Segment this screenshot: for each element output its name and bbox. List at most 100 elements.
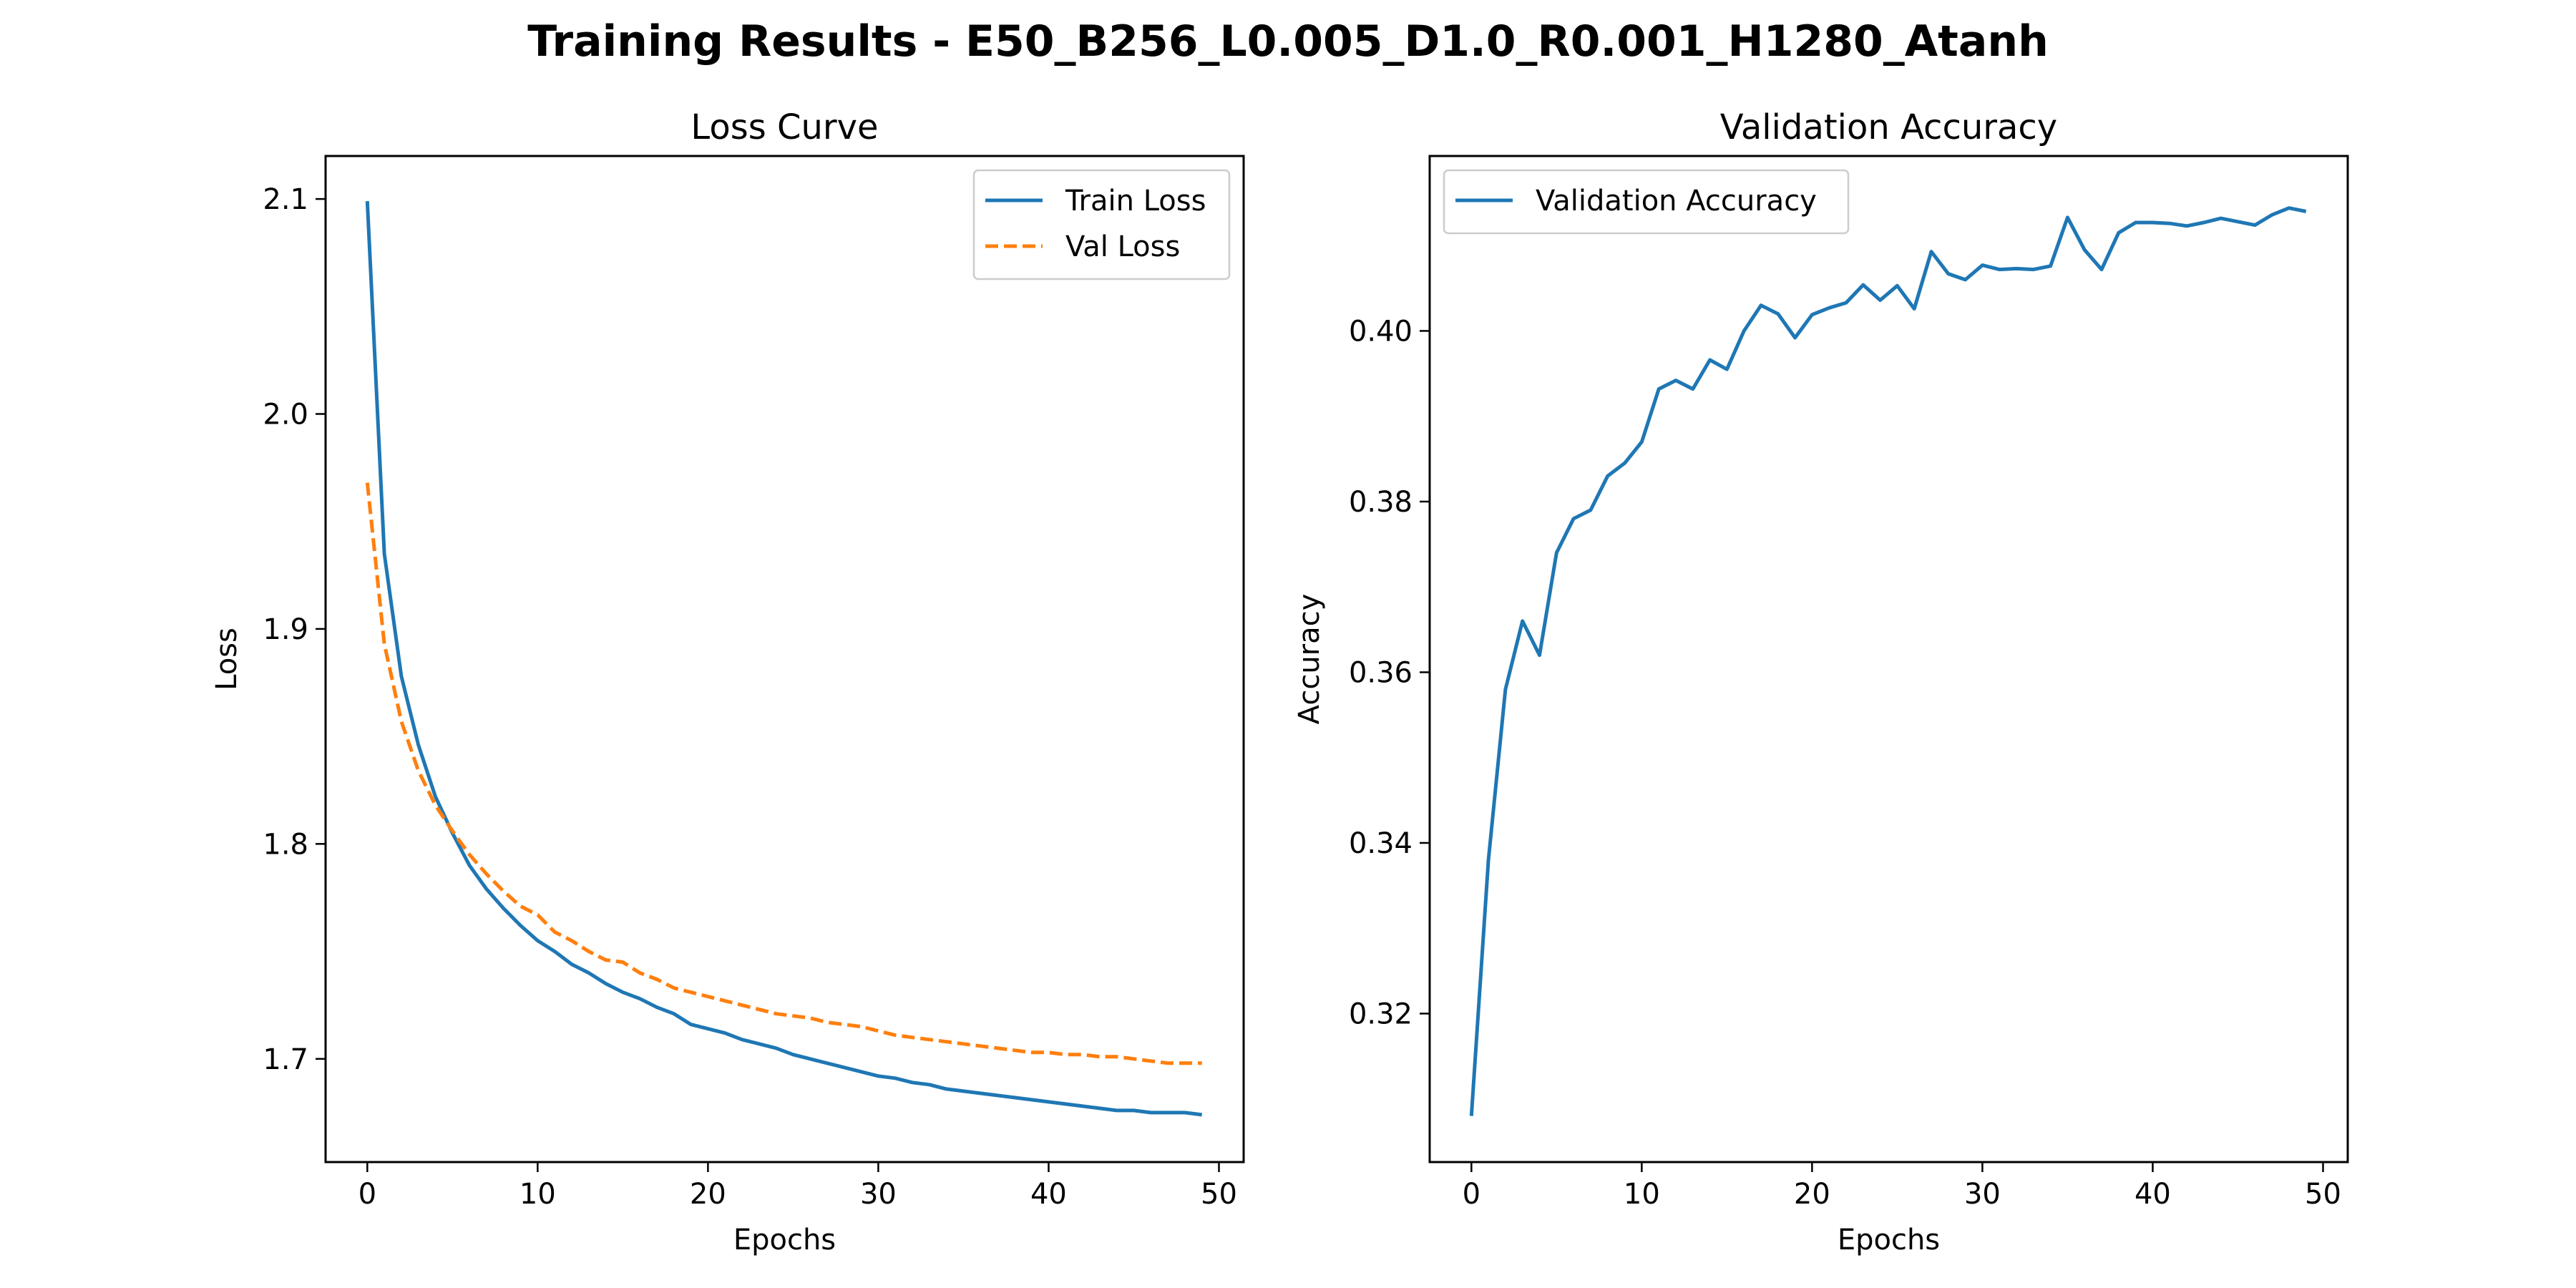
data-point-validation-accuracy [1657, 387, 1661, 391]
series-line-val-loss [365, 482, 1202, 1065]
data-point-train-loss [706, 1027, 710, 1030]
data-point-validation-accuracy [2185, 224, 2189, 228]
data-point-validation-accuracy [1861, 283, 1865, 287]
data-point-train-loss [587, 971, 590, 975]
data-point-train-loss [553, 950, 557, 953]
x-tick-label: 20 [690, 1178, 726, 1211]
data-point-val-loss [791, 1014, 795, 1018]
data-point-train-loss [502, 907, 505, 910]
legend: Train Loss Val Loss [972, 169, 1231, 280]
data-point-validation-accuracy [2287, 206, 2290, 210]
data-point-val-loss [587, 950, 590, 953]
data-point-train-loss [1098, 1106, 1101, 1110]
data-point-train-loss [996, 1093, 1000, 1097]
data-point-validation-accuracy [2083, 248, 2087, 252]
data-point-train-loss [621, 990, 625, 994]
data-point-train-loss [774, 1046, 778, 1050]
x-tick-label: 20 [1794, 1178, 1830, 1211]
x-tick-label: 10 [519, 1178, 556, 1211]
data-point-validation-accuracy [2168, 222, 2172, 225]
data-point-validation-accuracy [2134, 221, 2137, 225]
y-tick-label: 1.8 [263, 828, 308, 861]
validation-accuracy-axes: 0 10 20 30 40 50 0.32 0.34 0.36 0.38 0.40 Validatio… [1293, 107, 2349, 1257]
data-point-validation-accuracy [1538, 653, 1541, 657]
data-point-val-loss [826, 1020, 829, 1024]
data-point-train-loss [468, 864, 472, 867]
data-point-train-loss [1013, 1096, 1016, 1099]
data-point-val-loss [1030, 1050, 1033, 1054]
data-point-val-loss [604, 958, 608, 962]
data-point-val-loss [1166, 1061, 1170, 1065]
data-point-train-loss [416, 743, 420, 747]
loss-curve-axes: 0 10 20 30 40 50 1.7 1.8 1.9 2.0 2.1 Loss Curve Epoc… [210, 107, 1245, 1257]
data-point-val-loss [723, 999, 727, 1002]
data-point-train-loss [1064, 1102, 1068, 1106]
series-line-validation-accuracy [1469, 206, 2307, 1116]
data-point-validation-accuracy [1776, 312, 1780, 316]
data-point-val-loss [468, 853, 472, 857]
data-point-validation-accuracy [2100, 268, 2104, 271]
chart-title: Validation Accuracy [1720, 107, 2057, 147]
data-point-val-loss [1064, 1053, 1068, 1056]
data-point-val-loss [451, 829, 454, 833]
data-point-train-loss [911, 1080, 914, 1084]
data-point-val-loss [809, 1016, 812, 1020]
data-point-validation-accuracy [1725, 368, 1729, 371]
data-point-val-loss [570, 939, 574, 942]
data-point-validation-accuracy [1503, 688, 1507, 691]
data-point-validation-accuracy [1828, 306, 1831, 310]
data-point-validation-accuracy [1896, 284, 1899, 288]
data-point-validation-accuracy [1810, 313, 1814, 316]
data-point-validation-accuracy [1640, 440, 1644, 444]
data-point-val-loss [1132, 1057, 1136, 1060]
data-point-val-loss [757, 1008, 761, 1011]
data-point-validation-accuracy [1521, 619, 1524, 623]
data-point-val-loss [502, 889, 505, 893]
x-tick-label: 50 [1201, 1178, 1237, 1211]
x-tick-label: 30 [860, 1178, 897, 1211]
data-point-train-loss [1183, 1111, 1186, 1114]
data-point-train-loss [1166, 1111, 1170, 1114]
data-point-validation-accuracy [1793, 336, 1797, 340]
data-point-train-loss [809, 1057, 812, 1060]
data-point-val-loss [1183, 1061, 1186, 1065]
data-point-train-loss [519, 924, 522, 927]
data-point-train-loss [366, 200, 369, 203]
y-tick-label: 0.38 [1349, 486, 1413, 519]
data-point-train-loss [434, 795, 437, 799]
data-point-val-loss [927, 1038, 931, 1041]
data-point-validation-accuracy [2219, 217, 2223, 220]
data-point-train-loss [741, 1038, 744, 1041]
legend-entry-validation-accuracy: Validation Accuracy [1536, 185, 1817, 218]
data-point-validation-accuracy [1487, 858, 1491, 862]
data-point-validation-accuracy [2202, 221, 2205, 225]
data-point-validation-accuracy [1913, 307, 1916, 311]
data-point-val-loss [553, 930, 557, 934]
x-axis-label: Epochs [1838, 1224, 1940, 1257]
data-point-val-loss [877, 1029, 880, 1033]
data-point-validation-accuracy [1691, 387, 1694, 391]
data-point-train-loss [1149, 1111, 1153, 1114]
data-point-val-loss [962, 1042, 965, 1045]
data-point-val-loss [1081, 1053, 1085, 1056]
data-point-val-loss [689, 990, 693, 994]
data-point-validation-accuracy [2066, 215, 2069, 219]
data-point-val-loss [672, 986, 675, 990]
data-point-val-loss [1149, 1059, 1153, 1063]
data-point-val-loss [621, 960, 625, 964]
y-tick-label: 1.9 [263, 613, 308, 646]
data-point-train-loss [791, 1053, 795, 1056]
data-point-train-loss [399, 675, 403, 678]
y-tick-label: 2.1 [263, 183, 308, 216]
data-point-val-loss [1013, 1048, 1016, 1052]
legend-entry-val-loss: Val Loss [1065, 230, 1180, 263]
data-point-validation-accuracy [1845, 301, 1848, 305]
data-point-val-loss [1047, 1050, 1050, 1054]
data-point-validation-accuracy [2117, 231, 2120, 235]
legend-box [1443, 169, 1850, 235]
data-point-val-loss [842, 1023, 846, 1026]
data-point-validation-accuracy [1878, 298, 1882, 302]
data-point-validation-accuracy [2253, 223, 2257, 227]
data-point-train-loss [672, 1012, 675, 1015]
